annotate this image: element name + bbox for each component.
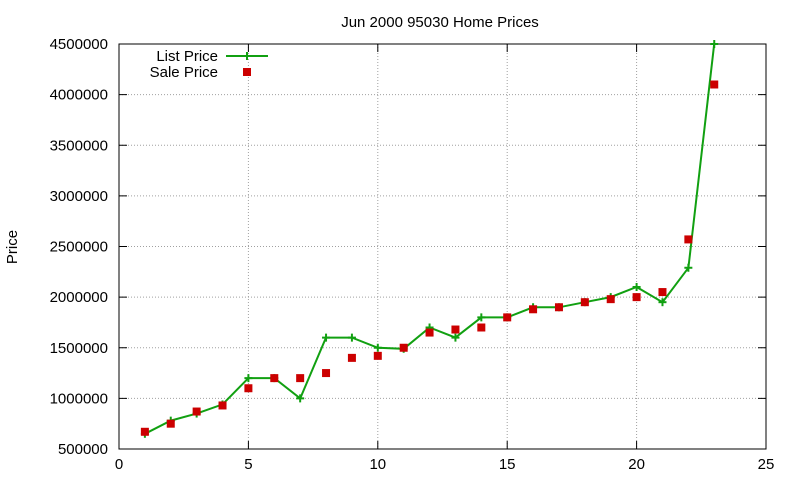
- legend-label-list-price: List Price: [156, 48, 218, 65]
- series-layer: [140, 40, 719, 438]
- list-price-point: [632, 283, 641, 291]
- x-tick-label: 20: [628, 456, 645, 473]
- list-price-point: [373, 343, 382, 352]
- grid-lines: [119, 44, 766, 449]
- sale-price-point: [244, 384, 253, 393]
- sale-price-point: [632, 293, 641, 302]
- sale-price-point: [425, 328, 434, 337]
- x-tick-label: 15: [499, 456, 516, 473]
- list-price-point: [658, 298, 667, 307]
- sale-price-point: [529, 305, 538, 314]
- sale-price-point: [451, 325, 460, 334]
- legend-marker-sale-price: [243, 68, 251, 76]
- y-tick-label: 500000: [58, 441, 108, 458]
- x-tick-label: 10: [369, 456, 386, 473]
- list-price-point: [710, 40, 719, 48]
- x-tick-label: 25: [758, 456, 775, 473]
- sale-price-point: [658, 288, 667, 297]
- list-price-line: [144, 43, 716, 435]
- y-tick-label: 3500000: [50, 137, 108, 154]
- x-tick-label: 0: [115, 456, 123, 473]
- chart-title: Jun 2000 95030 Home Prices: [341, 14, 539, 31]
- x-tick-label: 5: [244, 456, 252, 473]
- sale-price-point: [399, 343, 408, 352]
- sale-price-point: [347, 353, 356, 362]
- list-price-point: [347, 333, 356, 342]
- sale-price-point: [218, 401, 227, 410]
- y-axis-label: Price: [4, 230, 21, 264]
- sale-price-point: [684, 235, 693, 244]
- sale-price-point: [606, 295, 615, 304]
- list-price-point: [244, 374, 253, 383]
- y-tick-label: 2500000: [50, 239, 108, 256]
- sale-price-point: [477, 323, 486, 332]
- axis-ticks: 500000 1000000 1500000 2000000 2500000 300000…: [50, 36, 775, 473]
- sale-price-point: [503, 313, 512, 322]
- legend-label-sale-price: Sale Price: [150, 64, 218, 81]
- y-tick-label: 1000000: [50, 390, 108, 407]
- sale-price-point: [710, 80, 719, 89]
- list-price-point: [684, 263, 693, 272]
- sale-price-point: [166, 419, 175, 428]
- sale-price-point: [322, 369, 331, 378]
- sale-price-point: [580, 298, 589, 307]
- y-tick-label: 4000000: [50, 87, 108, 104]
- y-tick-label: 3000000: [50, 188, 108, 205]
- sale-price-point: [373, 351, 382, 360]
- list-price-point: [322, 333, 331, 342]
- sale-price-point: [140, 427, 149, 436]
- list-price-point: [477, 313, 486, 322]
- list-price-point: [451, 333, 460, 342]
- sale-price-point: [270, 374, 279, 383]
- y-tick-label: 2000000: [50, 289, 108, 306]
- y-tick-label: 4500000: [50, 36, 108, 53]
- y-tick-label: 1500000: [50, 340, 108, 357]
- list-price-point: [296, 394, 305, 403]
- sale-price-point: [554, 303, 563, 312]
- sale-price-point: [192, 407, 201, 416]
- sale-price-point: [296, 374, 305, 383]
